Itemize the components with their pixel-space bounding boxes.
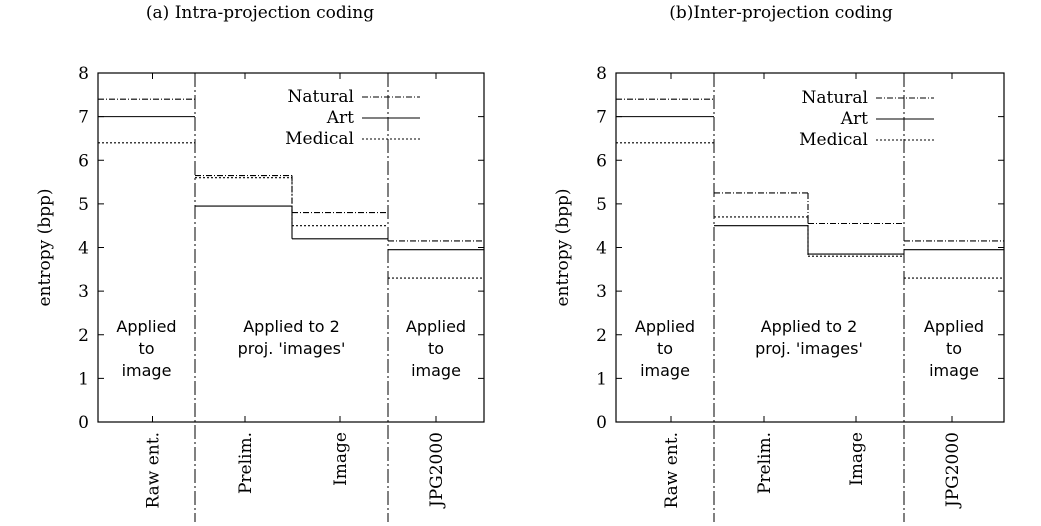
region-label: image: [640, 361, 690, 380]
legend-label-natural: Natural: [802, 88, 869, 108]
y-tick-label: 6: [596, 151, 607, 171]
region-label: proj. 'images': [755, 339, 863, 358]
region-label: to: [428, 339, 444, 358]
y-axis-label: entropy (bpp): [553, 188, 573, 306]
region-label: proj. 'images': [238, 339, 346, 358]
y-tick-label: 1: [596, 369, 607, 389]
region-label: Applied: [924, 317, 984, 336]
y-tick-label: 2: [596, 326, 607, 346]
y-tick-label: 0: [78, 413, 89, 433]
y-axis-label: entropy (bpp): [35, 188, 55, 306]
x-tick-label: Image: [847, 432, 867, 486]
region-label: image: [122, 361, 172, 380]
y-tick-label: 0: [596, 413, 607, 433]
legend-label-medical: Medical: [799, 130, 868, 150]
region-label: image: [929, 361, 979, 380]
x-tick-label: JPG2000: [943, 432, 963, 509]
region-label: Applied: [635, 317, 695, 336]
x-tick-label: Prelim.: [755, 432, 775, 494]
y-tick-label: 2: [78, 326, 89, 346]
region-label: to: [657, 339, 673, 358]
y-tick-label: 7: [78, 108, 89, 128]
x-tick-label: Raw ent.: [144, 432, 164, 509]
y-tick-label: 1: [78, 369, 89, 389]
legend-label-medical: Medical: [285, 129, 354, 149]
x-tick-label: JPG2000: [427, 432, 447, 509]
x-tick-label: Prelim.: [236, 432, 256, 494]
region-label: Applied: [406, 317, 466, 336]
y-tick-label: 3: [78, 282, 89, 302]
legend-label-art: Art: [840, 109, 868, 129]
y-tick-label: 8: [596, 64, 607, 84]
region-label: Applied to 2: [761, 317, 858, 336]
y-tick-label: 4: [596, 239, 607, 259]
y-tick-label: 3: [596, 282, 607, 302]
y-tick-label: 5: [596, 195, 607, 215]
y-tick-label: 5: [78, 195, 89, 215]
region-label: image: [411, 361, 461, 380]
y-tick-label: 8: [78, 64, 89, 84]
region-label: Applied to 2: [243, 317, 340, 336]
region-label: to: [946, 339, 962, 358]
legend-label-natural: Natural: [288, 87, 355, 107]
chart-title-a: (a) Intra-projection coding: [145, 3, 375, 23]
x-tick-label: Raw ent.: [662, 432, 682, 509]
region-label: to: [138, 339, 154, 358]
chart-a: 0 1 2 3 4 5 6 7 8 entropy (bpp) Raw ent. Prelim. Ima…: [35, 64, 485, 522]
y-tick-label: 6: [78, 151, 89, 171]
y-tick-label: 4: [78, 239, 89, 259]
x-tick-label: Image: [331, 432, 351, 486]
chart-b: 0 1 2 3 4 5 6 7 8 entropy (bpp) Raw ent. Prelim. Ima…: [553, 64, 1005, 522]
region-label: Applied: [116, 317, 176, 336]
chart-title-b: (b)Inter-projection coding: [669, 3, 893, 23]
y-tick-label: 7: [596, 108, 607, 128]
legend-label-art: Art: [326, 108, 354, 128]
